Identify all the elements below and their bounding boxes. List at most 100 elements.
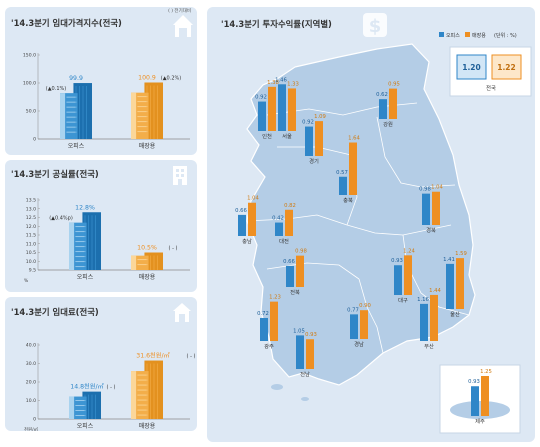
- region-인천-retail-bar: [268, 86, 276, 131]
- region-대구-retail-bar: [404, 255, 412, 295]
- region-충북-office-bar: [339, 176, 347, 195]
- house-icon: [173, 15, 193, 37]
- region-광주-office-bar: [260, 317, 268, 341]
- region-충북-retail-value: 1.64: [348, 136, 360, 142]
- region-경기-label: 경기: [309, 157, 319, 165]
- y-tick-label: 40.0: [26, 343, 36, 349]
- region-강원-retail-bar: [389, 88, 397, 119]
- region-강원-label: 강원: [383, 120, 393, 128]
- region-강원-office-value: 0.62: [376, 92, 388, 98]
- region-인천-label: 인천: [262, 133, 272, 140]
- value-label: 31.6천원/㎡: [136, 352, 170, 360]
- legend-office-swatch: [439, 32, 444, 37]
- y-tick-label: 50.0: [26, 109, 36, 115]
- region-경기-office-bar: [305, 126, 313, 156]
- bar-office: [60, 83, 92, 139]
- jeju-island: [450, 401, 510, 419]
- region-울산-office-value: 1.41: [443, 257, 455, 263]
- change-label: ( - ): [187, 354, 196, 360]
- region-경북-retail-bar: [432, 191, 440, 225]
- region-제주-office-bar: [471, 386, 479, 416]
- national-label: 전국: [486, 84, 496, 92]
- y-tick-label: 20.0: [26, 380, 36, 386]
- category-label: 매장용: [139, 422, 156, 430]
- region-경기-retail-value: 1.09: [314, 114, 326, 120]
- region-대전-retail-bar: [285, 209, 293, 236]
- bar-office-highlight: [69, 396, 75, 419]
- bar-office-highlight: [60, 93, 66, 139]
- region-경남-office-value: 0.77: [347, 307, 359, 313]
- region-전남-retail-value: 0.93: [305, 332, 317, 338]
- rent-panel: '14.3분기 임대료(전국) 0 10.0 20.0 30.0 40.0 천원/㎡ 오피스…: [5, 297, 197, 431]
- region-서울-retail-bar: [288, 88, 296, 131]
- province-border: [358, 278, 384, 354]
- house-outline-icon: [173, 303, 191, 322]
- region-대구-label: 대구: [398, 296, 408, 304]
- category-label: 오피스: [77, 273, 94, 281]
- y-tick-label: 12.5: [26, 215, 36, 221]
- building-icon: [173, 166, 187, 185]
- y-tick-label: 12.0: [26, 224, 36, 230]
- region-광주-label: 광주: [264, 343, 274, 350]
- value-label: 12.8%: [75, 204, 95, 211]
- rent-title: '14.3분기 임대료(전국): [11, 307, 99, 317]
- bar-retail-highlight: [131, 92, 137, 139]
- region-서울-label: 서울: [282, 132, 292, 140]
- region-경북-office-bar: [422, 193, 430, 225]
- national-retail-value: 1.22: [497, 63, 516, 72]
- region-대전-retail-value: 0.82: [284, 203, 296, 209]
- region-전남-retail-bar: [306, 339, 314, 369]
- region-서울-retail-value: 1.33: [287, 81, 299, 87]
- regional-panel: '14.3분기 투자수익률(지역별) $ 오피스 매장용 (단위 : %) 1.20 1…: [207, 7, 535, 442]
- region-제주-retail-bar: [481, 376, 489, 416]
- region-경북-retail-value: 1.04: [431, 185, 443, 191]
- region-부산-office-bar: [420, 303, 428, 341]
- region-경남-retail-value: 0.90: [359, 303, 371, 309]
- change-label: (▲0.1%): [46, 86, 66, 92]
- y-tick-label: 10.0: [26, 398, 36, 404]
- region-강원-office-bar: [379, 99, 387, 119]
- province-border: [246, 214, 348, 226]
- category-label: 오피스: [68, 142, 85, 150]
- region-제주-label: 제주: [475, 417, 485, 425]
- y-tick-label: 9.5: [29, 268, 36, 274]
- region-경기-retail-bar: [315, 121, 323, 156]
- bar-office: [69, 212, 101, 270]
- region-제주-retail-value: 1.25: [480, 369, 492, 375]
- region-충남-office-value: 0.66: [235, 208, 247, 214]
- region-인천-office-value: 0.92: [255, 95, 267, 101]
- legend-retail-swatch: [465, 32, 470, 37]
- change-label: ( - ): [169, 246, 178, 252]
- region-울산-office-bar: [446, 263, 454, 309]
- region-광주-office-value: 0.72: [257, 311, 269, 317]
- y-tick-label: 11.5: [26, 233, 36, 239]
- vacancy-chart: 9.5 10.0 10.5 11.0 11.5 12.0 12.5 13.0 13.5% 오피스 1…: [24, 198, 190, 284]
- value-label: 100.9: [138, 74, 156, 81]
- korea-map-shape: [246, 43, 476, 386]
- legend-unit: (단위 : %): [494, 32, 517, 39]
- region-부산-retail-bar: [430, 294, 438, 341]
- bar-office-highlight: [69, 222, 75, 270]
- y-tick-label: 0: [33, 137, 36, 143]
- bar-retail-highlight: [131, 371, 137, 419]
- island: [271, 384, 283, 390]
- vacancy-panel: '14.3분기 공실률(전국) 9.5 10.0 10.5 11.0 11.5 12.0 1…: [5, 160, 197, 292]
- category-label: 매장용: [139, 273, 156, 281]
- legend-office-label: 오피스: [446, 32, 460, 39]
- region-경북-label: 경북: [426, 227, 436, 234]
- national-office-box: [456, 54, 487, 80]
- province-border: [376, 116, 456, 188]
- bar-retail: [131, 252, 163, 270]
- region-대구-office-bar: [394, 265, 402, 295]
- region-경북-office-value: 0.98: [419, 187, 431, 193]
- region-전북-office-bar: [286, 265, 294, 287]
- region-광주-retail-bar: [270, 301, 278, 341]
- region-대구-office-value: 0.93: [391, 258, 403, 264]
- price-index-note: ( ) 전기대비: [168, 9, 191, 14]
- region-인천-office-bar: [258, 101, 266, 131]
- region-충북-office-value: 0.57: [336, 170, 348, 176]
- svg-text:$: $: [369, 16, 382, 37]
- region-울산-retail-value: 1.59: [455, 251, 467, 257]
- regional-title: '14.3분기 투자수익률(지역별): [221, 19, 332, 29]
- region-전북-retail-value: 0.98: [295, 249, 307, 255]
